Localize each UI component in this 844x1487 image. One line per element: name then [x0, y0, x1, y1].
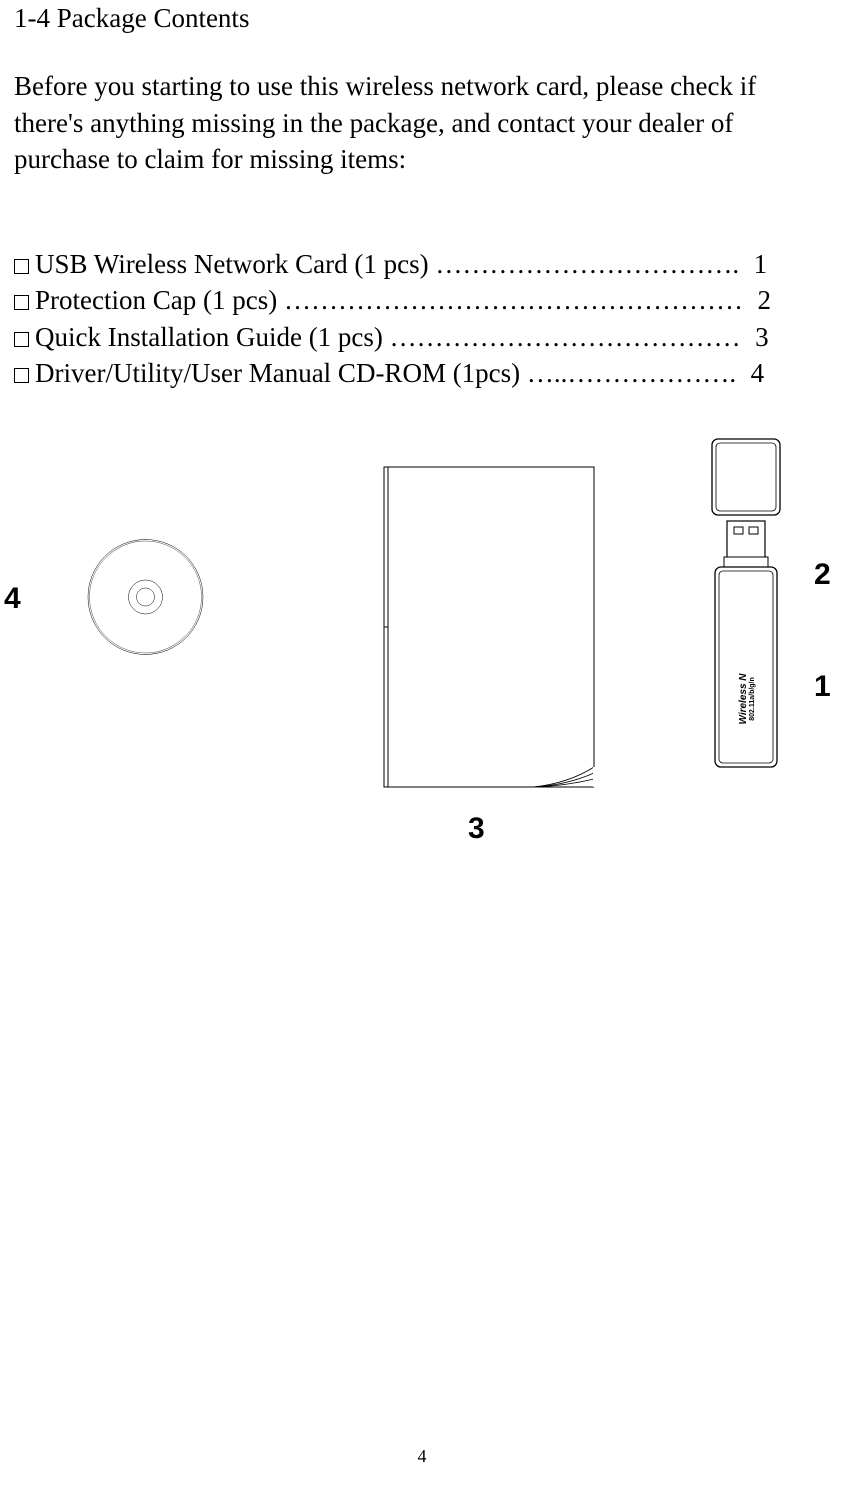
checkbox-icon [14, 295, 29, 310]
svg-text:802.11a/b/g/n: 802.11a/b/g/n [749, 677, 756, 721]
label-1: 1 [814, 670, 831, 704]
item-number: 3 [741, 319, 769, 355]
guide-illustration [384, 467, 604, 797]
label-2: 2 [814, 558, 831, 592]
page-number: 4 [0, 1446, 844, 1467]
item-text: Driver/Utility/User Manual CD-ROM (1pcs)… [35, 355, 736, 391]
item-text: Protection Cap (1 pcs) …………………………………………… [35, 282, 743, 318]
list-item: Driver/Utility/User Manual CD-ROM (1pcs)… [14, 355, 830, 391]
svg-text:Wireless N: Wireless N [738, 672, 749, 724]
item-text: USB Wireless Network Card (1 pcs) ………………… [35, 246, 739, 282]
document-page: 1-4 Package Contents Before you starting… [0, 0, 844, 1487]
section-title: 1-4 Package Contents [14, 0, 830, 36]
checkbox-icon [14, 332, 29, 347]
checkbox-icon [14, 259, 29, 274]
contents-list: USB Wireless Network Card (1 pcs) ………………… [14, 246, 830, 392]
item-number: 2 [743, 282, 771, 318]
label-4: 4 [4, 582, 21, 616]
usb-illustration: Wireless N 802.11a/b/g/n [706, 439, 786, 779]
item-text: Quick Installation Guide (1 pcs) …………………… [35, 319, 741, 355]
checkbox-icon [14, 368, 29, 383]
label-3: 3 [468, 812, 485, 846]
cd-illustration [88, 482, 203, 712]
item-number: 4 [736, 355, 764, 391]
list-item: Protection Cap (1 pcs) ……………………………………………… [14, 282, 830, 318]
illustrations-area: Wireless N 802.11a/b/g/n 4 3 2 1 [14, 502, 830, 982]
intro-paragraph: Before you starting to use this wireless… [14, 68, 830, 177]
list-item: Quick Installation Guide (1 pcs) …………………… [14, 319, 830, 355]
item-number: 1 [739, 246, 767, 282]
list-item: USB Wireless Network Card (1 pcs) ………………… [14, 246, 830, 282]
